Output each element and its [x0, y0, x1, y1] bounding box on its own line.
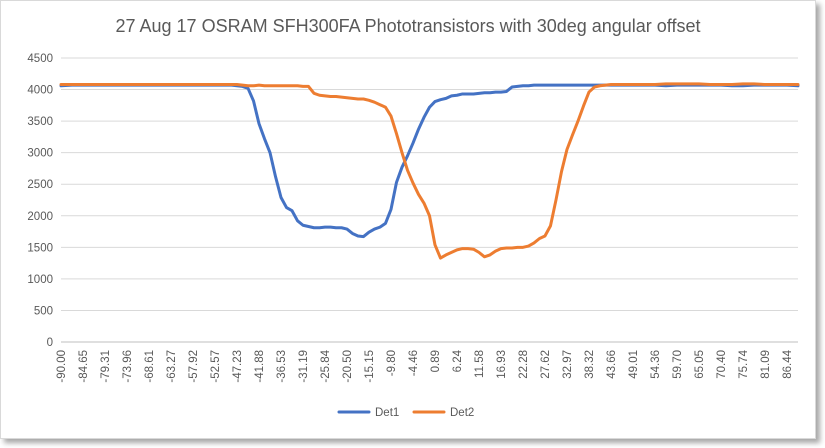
x-tick-label: -36.53 — [276, 350, 288, 383]
y-tick-label: 2000 — [27, 211, 53, 223]
x-axis: -90.00 -84.65 -79.31 -73.96 -68.61 -63.27 -57.… — [56, 349, 794, 382]
x-tick-label: -4.46 — [408, 350, 420, 376]
legend-label-det1: Det1 — [375, 407, 399, 419]
y-tick-label: 500 — [34, 305, 53, 317]
x-tick-label: 81.09 — [760, 350, 772, 379]
x-tick-label: -20.50 — [342, 350, 354, 383]
y-tick-label: 1500 — [27, 242, 53, 254]
x-tick-label: -9.80 — [386, 350, 398, 376]
legend: Det1 Det2 — [337, 407, 474, 419]
x-tick-label: 11.58 — [474, 350, 486, 378]
chart-title: 27 Aug 17 OSRAM SFH300FA Phototransistor… — [115, 16, 700, 36]
x-tick-label: 16.93 — [496, 350, 508, 379]
x-tick-label: 86.44 — [782, 349, 794, 378]
x-tick-label: 6.24 — [452, 349, 464, 372]
x-tick-label: -57.92 — [188, 350, 200, 383]
x-tick-label: 27.62 — [540, 350, 552, 379]
y-tick-label: 4000 — [27, 85, 53, 97]
y-tick-label: 2500 — [27, 179, 53, 191]
x-tick-label: -25.84 — [320, 349, 332, 382]
series-group — [59, 82, 800, 260]
x-tick-label: -52.57 — [210, 350, 222, 383]
x-tick-label: 32.97 — [562, 350, 574, 379]
x-tick-label: -79.31 — [100, 350, 112, 383]
x-tick-label: -73.96 — [122, 350, 134, 383]
x-tick-label: 59.70 — [672, 350, 684, 379]
x-tick-label: 75.74 — [738, 349, 750, 378]
x-tick-label: 43.66 — [606, 350, 618, 379]
x-tick-label: -41.88 — [254, 350, 266, 383]
x-tick-label: 65.05 — [694, 350, 706, 379]
x-tick-label: -31.19 — [298, 350, 310, 383]
y-tick-label: 0 — [47, 337, 53, 349]
x-tick-label: -84.65 — [78, 350, 90, 383]
x-tick-label: -47.23 — [232, 350, 244, 383]
legend-label-det2: Det2 — [450, 407, 474, 419]
x-tick-label: 49.01 — [628, 350, 640, 379]
x-tick-label: -15.15 — [364, 350, 376, 383]
x-tick-label: 22.28 — [518, 350, 530, 379]
y-tick-label: 3000 — [27, 148, 53, 160]
x-tick-label: -90.00 — [56, 350, 68, 383]
x-tick-label: -63.27 — [166, 350, 178, 383]
x-tick-label: -68.61 — [144, 350, 156, 383]
y-tick-label: 1000 — [27, 274, 53, 286]
x-tick-label: 0.89 — [430, 350, 442, 372]
y-tick-label: 3500 — [27, 116, 53, 128]
gridlines — [61, 57, 798, 343]
x-tick-label: 70.40 — [716, 350, 728, 379]
x-tick-label: 38.32 — [584, 350, 596, 379]
chart-frame — [0, 0, 816, 439]
series-line-det2 — [59, 82, 800, 260]
y-tick-label: 4500 — [27, 53, 53, 65]
y-axis: 0 500 1000 1500 2000 2500 3000 3500 4000 4500 — [27, 53, 53, 349]
x-tick-label: 54.36 — [650, 350, 662, 379]
